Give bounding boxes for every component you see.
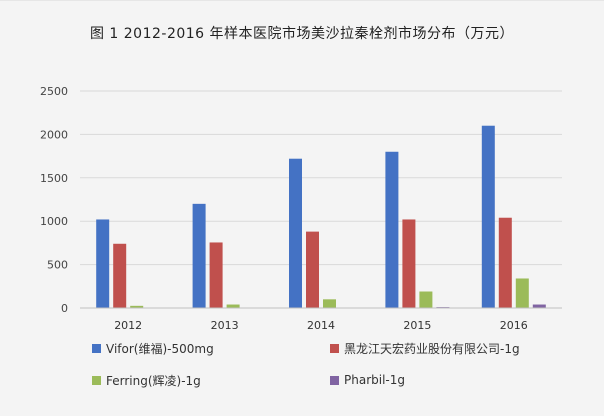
bar [96,219,110,308]
bar [130,305,144,308]
x-tick-label: 2013 [211,319,239,332]
legend-swatch [330,375,339,385]
bar [385,151,399,308]
y-tick-label: 2000 [40,128,68,141]
bars [96,125,546,308]
x-tick-label: 2016 [500,319,528,332]
legend-label: Vifor(维福)-500mg [106,341,214,356]
legend-label: Pharbil-1g [344,373,405,387]
legend-item-heilongjiang: 黑龙江天宏药业股份有限公司-1g [330,341,572,356]
legend: Vifor(维福)-500mg 黑龙江天宏药业股份有限公司-1g Ferring… [92,341,572,388]
bar [402,219,416,308]
bar [209,242,223,308]
bar [289,158,302,308]
x-tick-label: 2014 [307,319,335,332]
legend-swatch [92,343,101,353]
bar [532,304,546,308]
bar [306,231,319,308]
bar [419,291,433,308]
legend-label: 黑龙江天宏药业股份有限公司-1g [344,341,520,356]
y-tick-label: 2500 [40,85,68,98]
bar [192,203,206,308]
legend-item-pharbil: Pharbil-1g [330,373,572,387]
bar [113,243,127,308]
chart-title: 图 1 2012-2016 年样本医院市场美沙拉秦栓剂市场分布（万元） [89,26,515,42]
legend-label: Ferring(辉凌)-1g [106,373,201,388]
bar [498,217,512,308]
x-tick-label: 2012 [114,319,142,332]
bar [323,299,336,308]
y-axis-ticks: 0 500 1000 1500 2000 2500 [40,85,68,315]
bar [481,125,495,308]
x-tick-label: 2015 [403,319,431,332]
legend-item-vifor: Vifor(维福)-500mg [92,341,330,356]
bar [226,304,240,308]
legend-item-ferring: Ferring(辉凌)-1g [92,373,330,388]
y-tick-label: 1000 [40,215,68,228]
legend-swatch [92,375,101,385]
legend-swatch [330,343,339,353]
bar [515,278,529,308]
gridlines [80,90,562,266]
x-axis-ticks: 2012 2013 2014 2015 2016 [114,319,528,332]
y-tick-label: 500 [47,259,68,272]
y-tick-label: 1500 [40,172,68,185]
y-tick-label: 0 [61,302,68,315]
